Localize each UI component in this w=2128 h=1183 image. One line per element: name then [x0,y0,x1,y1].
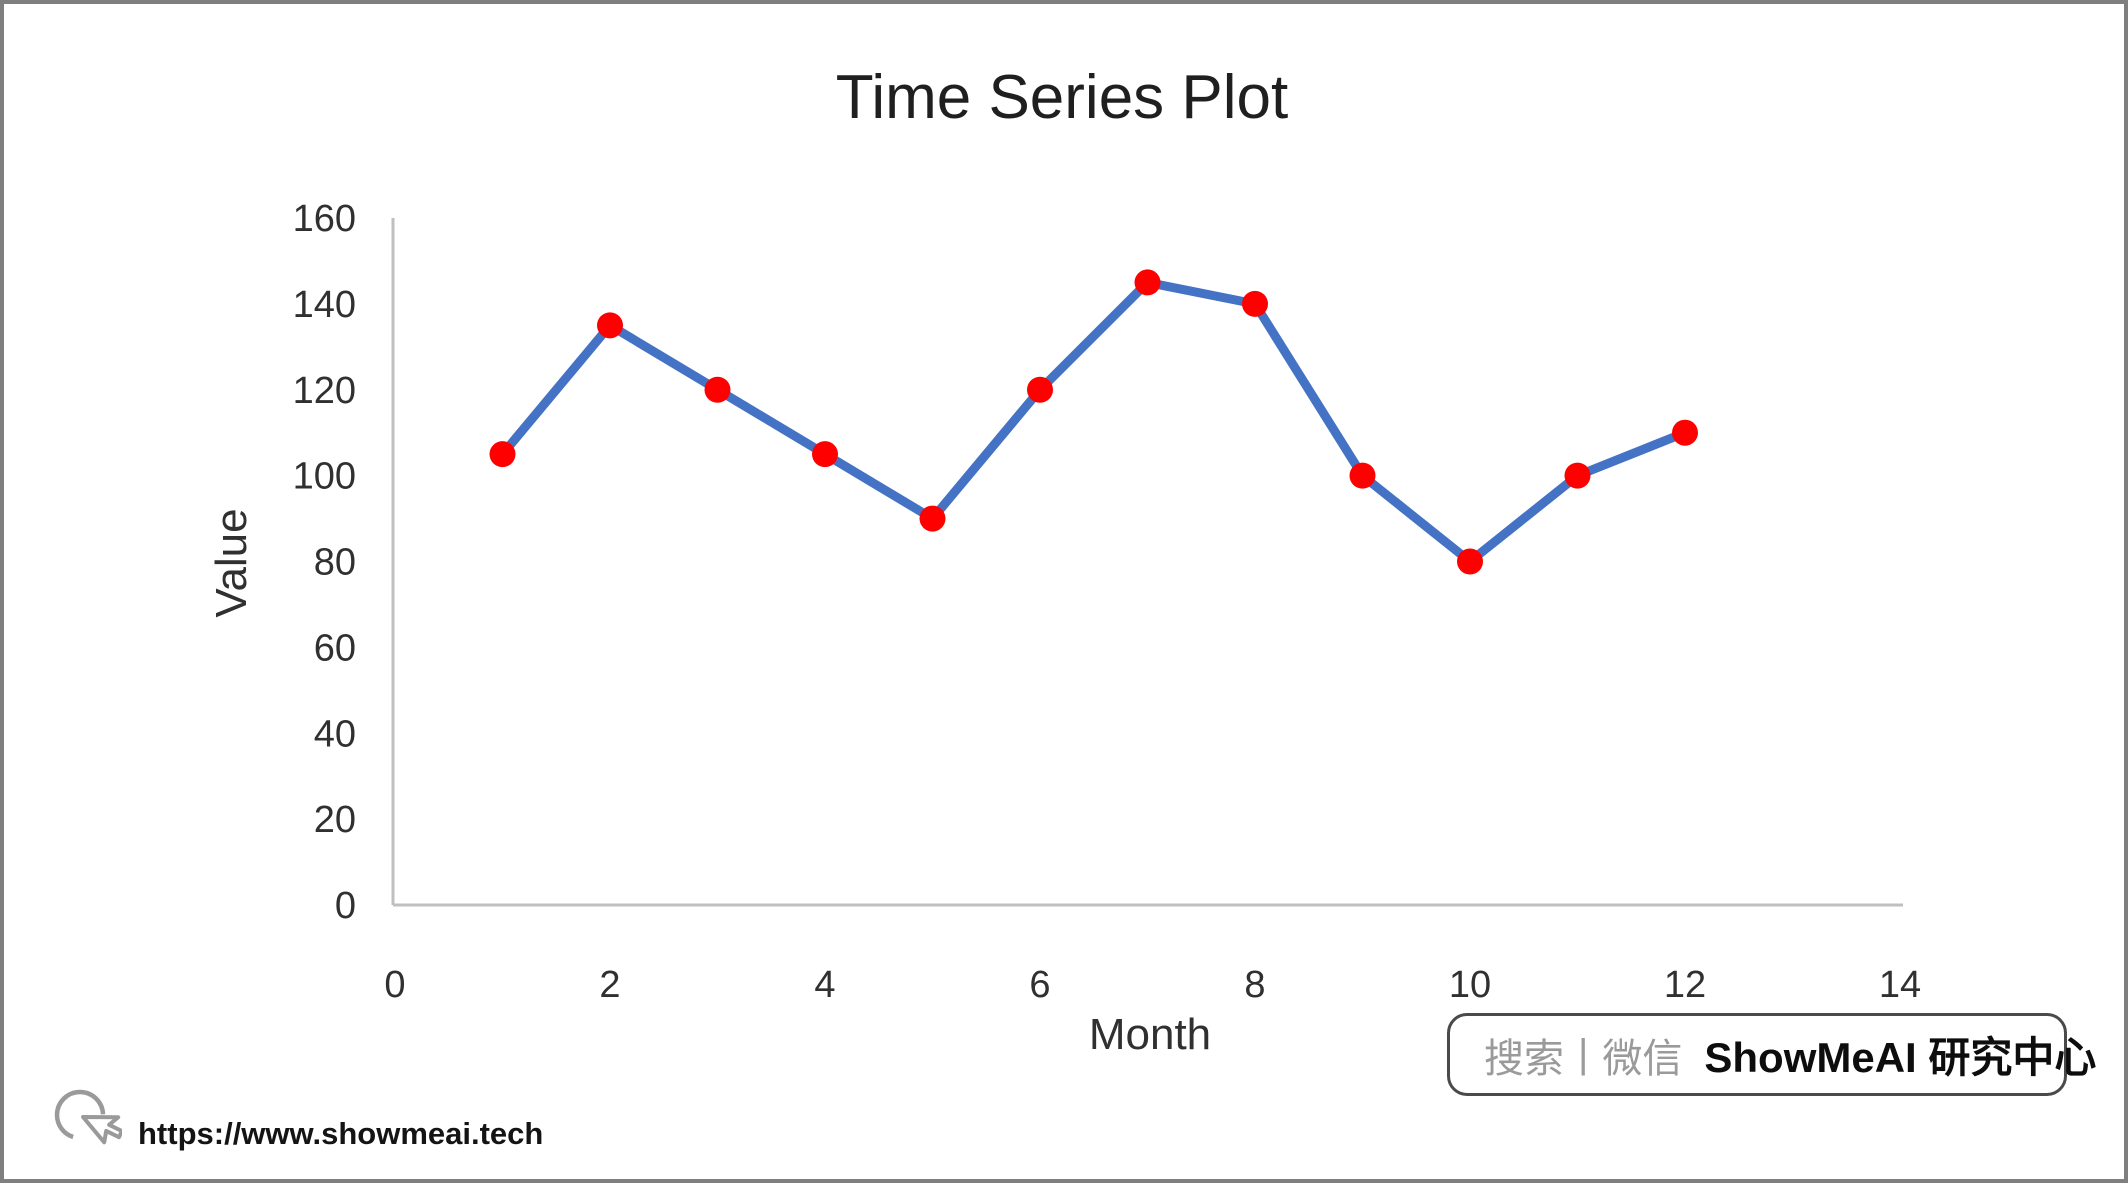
y-axis-label: Value [207,508,256,618]
data-point-marker [489,441,516,468]
y-tick-label: 60 [314,627,356,669]
x-tick-label: 12 [1664,964,1706,1006]
x-tick-label: 4 [814,964,835,1006]
channel-label: 微信 [1602,1036,1683,1081]
y-tick-label: 120 [293,370,356,412]
brand-label: ShowMeAI 研究中心 [1704,1034,2097,1081]
y-tick-label: 100 [293,456,356,498]
wechat-search-watermark: 搜索 | 微信 ShowMeAI 研究中心 [1447,1013,2096,1096]
data-point-marker [1349,462,1376,489]
x-tick-label: 2 [599,964,620,1006]
separator: | [1578,1032,1589,1076]
y-tick-label: 140 [293,284,356,326]
y-tick-label: 160 [293,198,356,240]
x-tick-label: 6 [1029,964,1050,1006]
search-label: 搜索 [1484,1036,1564,1081]
y-tick-label: 80 [314,542,356,584]
series-line [498,277,1690,566]
source-url: https://www.showmeai.tech [138,1116,544,1151]
x-tick-label: 14 [1879,964,1921,1006]
data-point-marker [812,441,838,468]
data-point-marker [597,312,623,339]
x-tick-label: 0 [384,964,405,1006]
click-cursor-icon [54,1089,122,1145]
x-tick-label: 8 [1244,964,1265,1006]
x-tick-label: 10 [1449,964,1491,1006]
y-tick-label: 20 [314,799,356,841]
y-tick-label: 40 [314,713,356,755]
data-point-marker [704,376,731,403]
data-point-marker [1027,376,1053,403]
data-point-marker [919,505,946,532]
footer-source: https://www.showmeai.tech [50,1088,543,1166]
data-point-marker [1242,290,1268,317]
x-axis-label: Month [1088,1010,1212,1059]
y-tick-label: 0 [335,885,356,927]
data-point-marker [1672,419,1698,446]
data-point-marker [1134,269,1161,296]
data-point-marker [1564,462,1591,489]
chart-title: Time Series Plot [835,63,1289,132]
data-point-marker [1457,548,1483,575]
